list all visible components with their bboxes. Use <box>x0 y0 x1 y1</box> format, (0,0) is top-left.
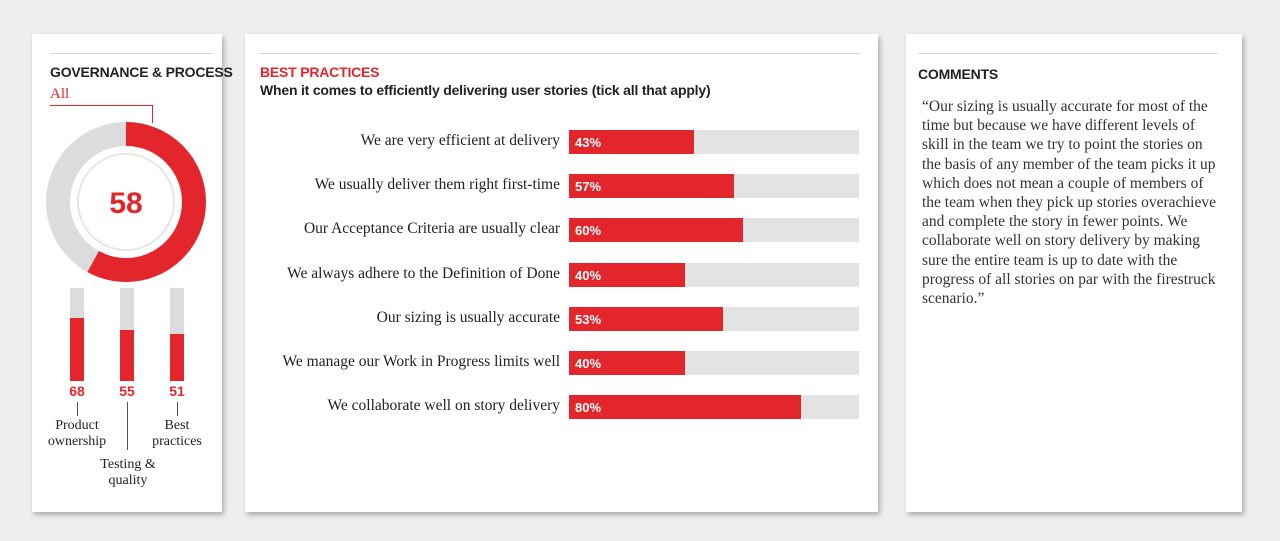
sub-score-fill <box>170 334 184 381</box>
bar-category-label: Our Acceptance Criteria are usually clea… <box>303 220 560 237</box>
governance-process-card: GOVERNANCE & PROCESS All 58 68 55 51 Pro… <box>32 34 233 512</box>
bar-value-label: 40% <box>575 268 602 283</box>
sub-score-label-best-practices: Best practices <box>152 418 202 449</box>
bar-category-label: We usually deliver them right first-time <box>314 176 560 193</box>
governance-title: GOVERNANCE & PROCESS <box>50 64 233 80</box>
best-practices-title: BEST PRACTICES <box>260 64 380 80</box>
score-donut: 58 <box>46 122 206 282</box>
bar-category-label: We always adhere to the Definition of Do… <box>287 265 560 282</box>
sub-score-value: 55 <box>119 383 135 399</box>
filter-label[interactable]: All <box>50 86 70 102</box>
bar-fill: 53% <box>569 307 723 331</box>
sub-score-bar-product-ownership <box>70 288 84 381</box>
comments-title: COMMENTS <box>918 66 999 82</box>
best-practices-subtitle: When it comes to efficiently delivering … <box>260 82 711 98</box>
label-leader-line <box>77 402 78 416</box>
bar-track: 40% <box>569 351 859 375</box>
bar-fill: 43% <box>569 130 694 154</box>
bar-track: 80% <box>569 395 859 419</box>
bar-value-label: 60% <box>575 223 602 238</box>
donut-score-arc <box>46 122 206 282</box>
bar-category-label: We collaborate well on story delivery <box>327 397 560 414</box>
bar-track: 40% <box>569 263 859 287</box>
divider <box>918 53 1218 54</box>
bar-track: 60% <box>569 218 859 242</box>
donut-score-label: 58 <box>109 187 142 220</box>
divider <box>50 53 213 54</box>
sub-score-label-testing-quality: Testing & quality <box>100 457 156 488</box>
sub-score-value: 68 <box>69 383 85 399</box>
bar-value-label: 40% <box>575 356 602 371</box>
filter-connector <box>50 105 152 106</box>
sub-score-value: 51 <box>169 383 185 399</box>
comment-quote: “Our sizing is usually accurate for most… <box>922 98 1216 308</box>
bar-category-label: We manage our Work in Progress limits we… <box>282 353 560 370</box>
bar-value-label: 43% <box>575 135 602 150</box>
bar-fill: 40% <box>569 263 685 287</box>
bar-category-label: Our sizing is usually accurate <box>376 309 560 326</box>
bar-track: 57% <box>569 174 859 198</box>
filter-connector-vertical <box>152 105 153 123</box>
bar-value-label: 57% <box>575 179 602 194</box>
best-practices-card: BEST PRACTICES When it comes to efficien… <box>245 34 878 512</box>
bar-fill: 57% <box>569 174 734 198</box>
bar-track: 53% <box>569 307 859 331</box>
bar-fill: 80% <box>569 395 801 419</box>
bar-value-label: 80% <box>575 400 602 415</box>
sub-score-label-product-ownership: Product ownership <box>47 418 107 449</box>
bar-fill: 60% <box>569 218 743 242</box>
bar-value-label: 53% <box>575 312 602 327</box>
divider <box>259 53 860 54</box>
label-leader-line <box>127 402 128 450</box>
sub-score-bar-best-practices <box>170 288 184 381</box>
bar-category-label: We are very efficient at delivery <box>360 132 560 149</box>
bar-fill: 40% <box>569 351 685 375</box>
donut-center <box>77 153 175 251</box>
sub-score-bar-testing-quality <box>120 288 134 381</box>
sub-score-fill <box>120 330 134 381</box>
comments-card: COMMENTS “Our sizing is usually accurate… <box>906 34 1242 512</box>
sub-score-fill <box>70 318 84 381</box>
bar-track: 43% <box>569 130 859 154</box>
label-leader-line <box>177 402 178 416</box>
